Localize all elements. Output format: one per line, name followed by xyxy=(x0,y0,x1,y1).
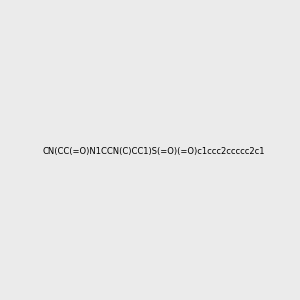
Text: CN(CC(=O)N1CCN(C)CC1)S(=O)(=O)c1ccc2ccccc2c1: CN(CC(=O)N1CCN(C)CC1)S(=O)(=O)c1ccc2cccc… xyxy=(43,147,265,156)
